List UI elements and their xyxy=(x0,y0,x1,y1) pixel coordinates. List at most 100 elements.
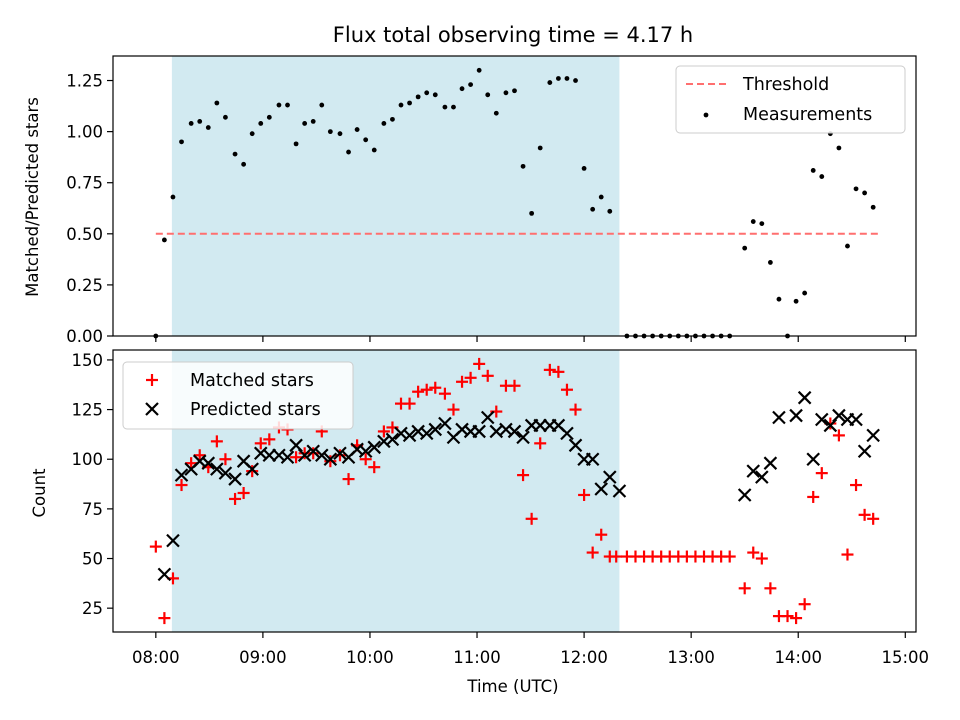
predicted-point xyxy=(438,416,452,431)
x-tick-label: 10:00 xyxy=(346,648,394,667)
measurement-point xyxy=(493,110,499,116)
predicted-point xyxy=(737,488,752,502)
predicted-point xyxy=(297,448,312,463)
predicted-point xyxy=(157,567,172,582)
measurement-point xyxy=(870,204,876,210)
predicted-point xyxy=(832,408,846,423)
matched-point xyxy=(246,465,259,478)
measurement-point xyxy=(319,102,325,108)
matched-point xyxy=(764,582,777,595)
measurement-point xyxy=(432,92,438,98)
predicted-point xyxy=(603,470,617,484)
legend-predicted-label: Predicted stars xyxy=(190,400,321,420)
predicted-point xyxy=(849,412,863,427)
measurement-point xyxy=(415,94,421,100)
matched-point xyxy=(193,449,206,462)
observing-window-band xyxy=(171,56,620,336)
predicted-point xyxy=(428,422,443,437)
matched-point xyxy=(456,375,469,388)
predicted-point xyxy=(201,456,216,470)
measurement-point xyxy=(819,174,825,179)
predicted-point xyxy=(306,444,320,459)
matched-point xyxy=(815,467,828,480)
measurement-point xyxy=(232,151,238,157)
matched-point xyxy=(175,479,188,492)
measurement-point xyxy=(327,129,333,135)
bottom-y-axis-label: Count xyxy=(30,468,49,518)
bottom-legend-box xyxy=(122,361,354,430)
predicted-point xyxy=(533,418,547,433)
measurement-point xyxy=(337,131,343,137)
measurement-point xyxy=(266,114,272,120)
measurement-point xyxy=(529,210,535,216)
measurement-point xyxy=(170,194,176,200)
x-tick-label: 12:00 xyxy=(560,648,608,667)
predicted-point xyxy=(472,424,486,439)
measurement-point xyxy=(845,243,850,249)
matched-point xyxy=(464,371,477,384)
measurement-point xyxy=(371,147,377,153)
x-tick-label: 14:00 xyxy=(774,648,822,667)
matched-point xyxy=(543,363,556,376)
matched-point xyxy=(738,582,751,595)
matched-point xyxy=(237,486,250,499)
measurement-point xyxy=(573,78,578,83)
measurement-point xyxy=(520,163,526,169)
measurement-point xyxy=(424,90,430,96)
matched-point xyxy=(412,385,425,398)
matched-point xyxy=(723,550,736,563)
matched-point xyxy=(508,379,521,392)
measurement-point xyxy=(363,137,369,143)
top-y-axis-label: Matched/Predicted stars xyxy=(23,97,42,297)
matched-point xyxy=(807,490,820,503)
measurement-point xyxy=(249,131,255,137)
matched-point xyxy=(569,403,582,416)
predicted-point xyxy=(228,472,242,486)
predicted-point xyxy=(245,462,259,476)
measurement-point xyxy=(459,86,465,92)
legend-predicted-swatch xyxy=(145,402,159,416)
matched-point xyxy=(447,403,460,416)
matched-point xyxy=(850,479,863,492)
x-tick-label: 09:00 xyxy=(239,648,287,667)
measurement-point xyxy=(451,104,456,110)
bottom-x-axis: 08:00 09:00 10:00 11:00 12:00 13:00 14:00 15:00 xyxy=(132,632,929,667)
measurement-point xyxy=(750,219,756,224)
matched-point xyxy=(403,397,416,410)
predicted-point xyxy=(763,456,778,470)
x-tick-label: 11:00 xyxy=(453,648,501,667)
measurement-point xyxy=(793,298,799,304)
y-tick-label: 0.50 xyxy=(66,225,103,244)
matched-point xyxy=(517,469,530,482)
measurement-point xyxy=(836,145,842,151)
y-tick-label: 50 xyxy=(82,550,103,569)
top-x-axis xyxy=(155,336,906,342)
predicted-point xyxy=(516,430,530,445)
matched-point xyxy=(534,437,547,450)
top-data-layer xyxy=(153,67,879,339)
bottom-panel: 25 50 75 100 125 150 08:00 09:00 10:00 11:00 12:0… xyxy=(30,349,929,696)
legend-measurements-label: Measurements xyxy=(743,105,872,125)
predicted-point xyxy=(218,466,233,480)
measurement-point xyxy=(564,76,570,81)
measurement-point xyxy=(223,114,228,120)
measurement-point xyxy=(742,245,748,251)
bottom-data-layer xyxy=(149,357,880,625)
measurement-point xyxy=(581,166,587,171)
top-y-axis: 0.00 0.25 0.50 0.75 1.00 1.25 xyxy=(66,72,113,346)
matched-point xyxy=(525,512,538,525)
matched-point xyxy=(149,540,162,553)
y-tick-label: 1.25 xyxy=(66,72,103,91)
measurement-point xyxy=(537,145,543,151)
y-tick-label: 25 xyxy=(82,599,103,618)
matched-point xyxy=(747,546,760,559)
legend-matched-label: Matched stars xyxy=(190,371,314,391)
matched-point xyxy=(552,365,565,378)
bottom-legend: Matched stars Predicted stars xyxy=(122,361,354,430)
matched-point xyxy=(841,548,854,561)
matched-point xyxy=(158,612,171,625)
measurement-point xyxy=(293,141,299,147)
y-tick-label: 0.25 xyxy=(66,276,103,295)
measurement-point xyxy=(862,190,868,196)
